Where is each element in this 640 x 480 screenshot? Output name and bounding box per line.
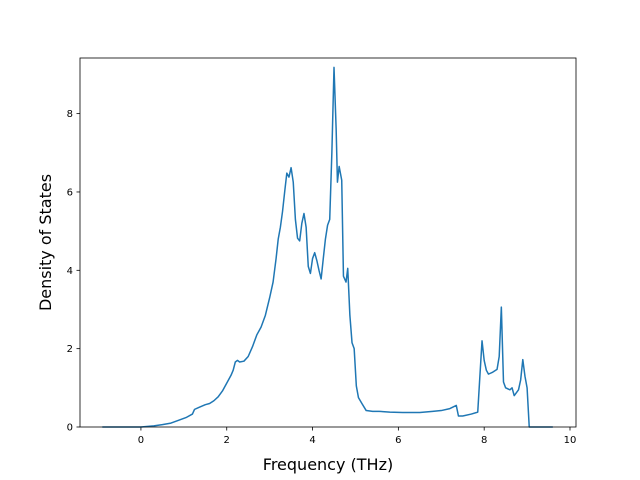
x-tick-label: 6 (395, 435, 401, 446)
x-axis-label: Frequency (THz) (263, 455, 393, 474)
x-ticks: 0 2 4 6 8 10 (138, 427, 577, 446)
x-tick-label: 0 (138, 435, 144, 446)
series-layer (102, 66, 553, 428)
plot-area (80, 58, 576, 427)
x-tick-label: 10 (564, 435, 577, 446)
x-tick-label: 8 (481, 435, 487, 446)
y-tick-label: 8 (67, 109, 73, 120)
y-tick-label: 4 (67, 266, 73, 277)
x-tick-label: 4 (309, 435, 315, 446)
y-tick-label: 6 (67, 187, 73, 198)
y-tick-label: 0 (67, 423, 73, 434)
x-tick-label: 2 (224, 435, 230, 446)
y-ticks: 0 2 4 6 8 (67, 109, 80, 434)
y-tick-label: 2 (67, 344, 73, 355)
plot-frame (79, 57, 577, 428)
dos-series-line (102, 66, 553, 428)
y-axis-label: Density of States (36, 174, 55, 311)
